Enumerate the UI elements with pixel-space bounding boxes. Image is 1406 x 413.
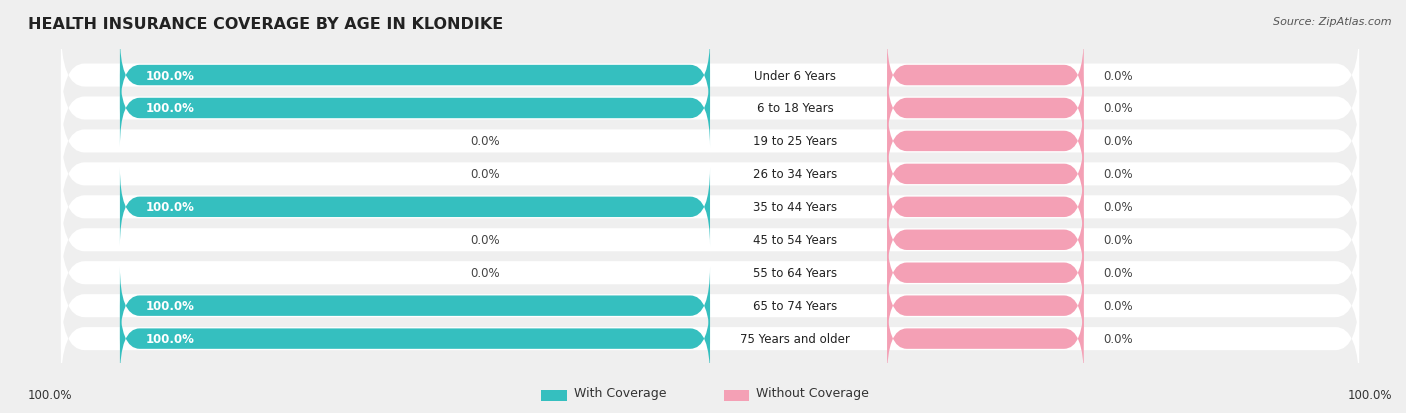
Text: HEALTH INSURANCE COVERAGE BY AGE IN KLONDIKE: HEALTH INSURANCE COVERAGE BY AGE IN KLON… (28, 17, 503, 31)
Text: 35 to 44 Years: 35 to 44 Years (754, 201, 838, 214)
FancyBboxPatch shape (60, 61, 1360, 157)
Text: 6 to 18 Years: 6 to 18 Years (756, 102, 834, 115)
Text: 0.0%: 0.0% (1104, 102, 1133, 115)
Text: 0.0%: 0.0% (471, 135, 501, 148)
Text: 0.0%: 0.0% (1104, 201, 1133, 214)
FancyBboxPatch shape (887, 234, 1084, 312)
Text: 65 to 74 Years: 65 to 74 Years (754, 299, 838, 312)
Text: 0.0%: 0.0% (1104, 299, 1133, 312)
FancyBboxPatch shape (60, 127, 1360, 222)
Text: 45 to 54 Years: 45 to 54 Years (754, 234, 838, 247)
FancyBboxPatch shape (887, 300, 1084, 378)
FancyBboxPatch shape (887, 135, 1084, 214)
Text: 26 to 34 Years: 26 to 34 Years (754, 168, 838, 181)
Text: 75 Years and older: 75 Years and older (741, 332, 851, 345)
FancyBboxPatch shape (887, 267, 1084, 345)
Text: 0.0%: 0.0% (1104, 135, 1133, 148)
Text: Without Coverage: Without Coverage (756, 386, 869, 399)
Text: 55 to 64 Years: 55 to 64 Years (754, 266, 838, 280)
Text: 0.0%: 0.0% (471, 168, 501, 181)
FancyBboxPatch shape (60, 28, 1360, 123)
FancyBboxPatch shape (887, 37, 1084, 115)
FancyBboxPatch shape (60, 94, 1360, 189)
Text: 0.0%: 0.0% (1104, 266, 1133, 280)
FancyBboxPatch shape (120, 168, 710, 247)
FancyBboxPatch shape (887, 102, 1084, 181)
Text: 100.0%: 100.0% (146, 332, 195, 345)
Text: 100.0%: 100.0% (146, 102, 195, 115)
FancyBboxPatch shape (120, 70, 710, 148)
FancyBboxPatch shape (887, 201, 1084, 279)
FancyBboxPatch shape (60, 192, 1360, 288)
Text: 19 to 25 Years: 19 to 25 Years (754, 135, 838, 148)
Text: 100.0%: 100.0% (28, 388, 73, 401)
Text: 0.0%: 0.0% (1104, 69, 1133, 82)
Text: 0.0%: 0.0% (471, 266, 501, 280)
FancyBboxPatch shape (887, 168, 1084, 247)
FancyBboxPatch shape (60, 258, 1360, 354)
Text: Under 6 Years: Under 6 Years (754, 69, 837, 82)
FancyBboxPatch shape (120, 267, 710, 345)
FancyBboxPatch shape (541, 391, 567, 401)
Text: 0.0%: 0.0% (1104, 234, 1133, 247)
FancyBboxPatch shape (120, 300, 710, 378)
FancyBboxPatch shape (60, 225, 1360, 321)
Text: Source: ZipAtlas.com: Source: ZipAtlas.com (1274, 17, 1392, 26)
Text: 0.0%: 0.0% (471, 234, 501, 247)
Text: 100.0%: 100.0% (146, 69, 195, 82)
Text: 0.0%: 0.0% (1104, 168, 1133, 181)
FancyBboxPatch shape (60, 160, 1360, 255)
FancyBboxPatch shape (60, 291, 1360, 387)
Text: 0.0%: 0.0% (1104, 332, 1133, 345)
Text: 100.0%: 100.0% (1347, 388, 1392, 401)
Text: 100.0%: 100.0% (146, 299, 195, 312)
Text: With Coverage: With Coverage (574, 386, 666, 399)
FancyBboxPatch shape (120, 37, 710, 115)
FancyBboxPatch shape (887, 70, 1084, 148)
FancyBboxPatch shape (724, 391, 749, 401)
Text: 100.0%: 100.0% (146, 201, 195, 214)
